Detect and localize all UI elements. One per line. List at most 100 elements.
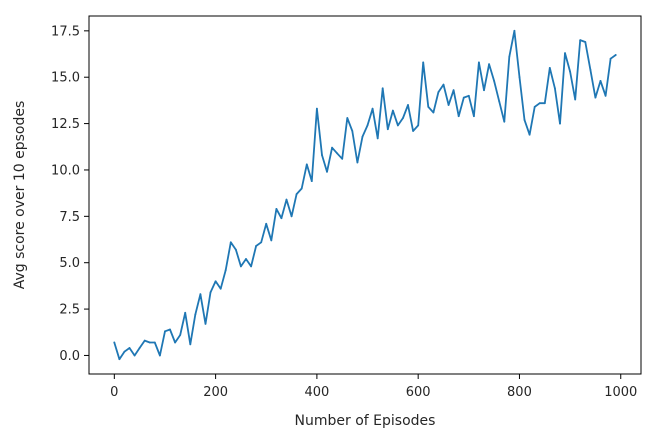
y-tick-label: 5.0 (59, 256, 80, 271)
data-point (285, 198, 288, 201)
data-point (361, 135, 364, 138)
data-point (336, 152, 338, 155)
data-point (270, 239, 273, 242)
data-point (153, 341, 156, 344)
data-point (599, 80, 602, 82)
data-point (219, 287, 222, 290)
data-point (417, 124, 420, 127)
data-point (179, 334, 182, 336)
data-points (113, 29, 617, 361)
y-tick-label: 7.5 (59, 210, 80, 225)
data-point (159, 354, 161, 357)
data-point (478, 61, 480, 64)
data-point (331, 146, 333, 149)
data-point (407, 104, 409, 106)
data-point (528, 133, 531, 136)
data-point (594, 96, 597, 99)
data-point (579, 39, 582, 41)
data-point (442, 83, 445, 86)
data-point (574, 98, 577, 101)
data-point (488, 63, 490, 66)
data-point (533, 106, 536, 108)
y-tick-label: 0.0 (59, 349, 80, 364)
data-point (310, 180, 313, 183)
data-point (123, 350, 126, 353)
data-point (483, 89, 485, 92)
data-point (397, 124, 399, 127)
data-point (518, 76, 521, 79)
data-point (493, 80, 495, 82)
x-axis-title: Number of Episodes (295, 413, 436, 429)
data-point (143, 339, 146, 342)
y-tick-label: 10.0 (51, 163, 80, 178)
data-point (295, 193, 298, 196)
data-point (538, 102, 541, 105)
x-tick-label: 1000 (604, 385, 637, 400)
data-point (133, 354, 136, 357)
data-point (229, 241, 232, 244)
series-line (113, 29, 617, 361)
data-point (235, 248, 237, 251)
x-tick-label: 600 (406, 385, 431, 400)
data-point (432, 111, 435, 114)
data-point (467, 94, 470, 97)
data-point (326, 170, 328, 173)
data-point (250, 265, 253, 268)
y-tick-label: 2.5 (59, 303, 80, 318)
data-point (447, 104, 450, 106)
data-point (194, 313, 197, 316)
data-point (113, 341, 116, 344)
data-point (457, 115, 460, 118)
data-point (265, 222, 268, 225)
x-tick-label: 200 (203, 385, 228, 400)
plot-area: 0 200 400 600 800 1000 0.0 2.5 5.0 7.5 10.0 12.5 15… (51, 15, 642, 400)
data-point (422, 61, 425, 64)
data-point (305, 163, 308, 166)
data-point (138, 347, 141, 349)
data-point (584, 41, 587, 43)
data-point (189, 343, 192, 346)
data-point (569, 70, 571, 73)
data-point (614, 54, 617, 56)
data-point (255, 245, 257, 247)
data-point (224, 269, 227, 271)
data-point (386, 128, 389, 131)
data-point (148, 341, 151, 344)
data-point (321, 154, 323, 157)
data-point (356, 161, 359, 164)
data-point (508, 55, 511, 58)
data-point (245, 258, 247, 260)
data-point (164, 330, 166, 333)
data-point (209, 291, 212, 294)
data-point (260, 241, 263, 244)
y-tick-label: 17.5 (51, 24, 80, 39)
data-point (564, 52, 566, 54)
data-point (554, 87, 556, 90)
data-point (437, 91, 440, 93)
y-tick-label: 15.0 (51, 71, 80, 86)
data-point (548, 67, 551, 69)
data-point (473, 115, 475, 118)
data-point (275, 208, 278, 210)
data-point (376, 137, 379, 140)
data-point (316, 107, 318, 110)
data-point (412, 130, 414, 132)
data-point (351, 130, 354, 132)
data-point (604, 94, 607, 97)
y-axis-title: Avg score over 10 epsodes (12, 101, 28, 290)
x-tick-label: 800 (507, 385, 532, 400)
data-point (169, 328, 171, 331)
data-point (402, 117, 404, 119)
data-point (381, 87, 384, 90)
x-tick-label: 0 (110, 385, 118, 400)
data-point (371, 107, 374, 110)
x-axis-ticks: 0 200 400 600 800 1000 (110, 374, 637, 400)
y-axis-ticks: 0.0 2.5 5.0 7.5 10.0 12.5 15.0 17.5 (51, 24, 89, 364)
data-point (462, 96, 465, 99)
plot-frame (88, 15, 642, 375)
data-point (204, 323, 207, 325)
data-point (498, 100, 501, 103)
data-point (280, 217, 283, 220)
data-point (589, 68, 592, 71)
